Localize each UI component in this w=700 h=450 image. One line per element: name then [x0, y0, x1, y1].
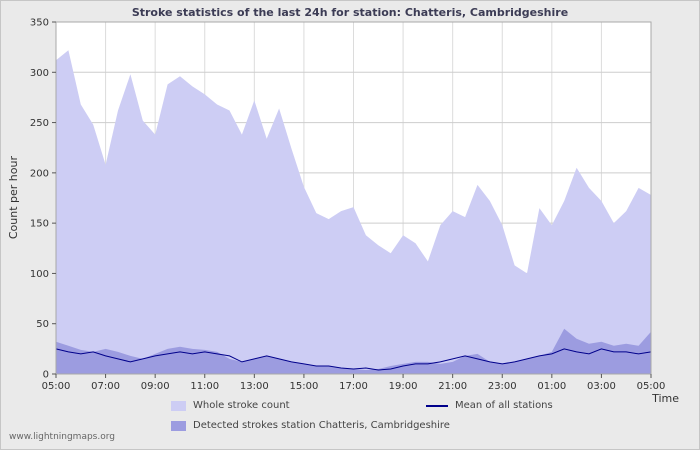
legend-swatch-whole-stroke-count — [171, 400, 186, 411]
svg-text:01:00: 01:00 — [537, 381, 566, 392]
svg-text:05:00: 05:00 — [637, 381, 666, 392]
legend-item-mean-of-all-stations: Mean of all stations — [426, 400, 553, 411]
legend-label-mean-of-all-stations: Mean of all stations — [455, 400, 553, 411]
legend-swatch-detected-strokes — [171, 420, 186, 431]
legend-label-detected-strokes: Detected strokes station Chatteris, Camb… — [193, 420, 450, 431]
site-watermark: www.lightningmaps.org — [9, 432, 115, 442]
svg-text:13:00: 13:00 — [240, 381, 269, 392]
svg-text:50: 50 — [36, 319, 49, 330]
svg-text:11:00: 11:00 — [190, 381, 219, 392]
svg-text:150: 150 — [30, 219, 49, 230]
svg-text:350: 350 — [30, 18, 49, 29]
svg-text:23:00: 23:00 — [488, 381, 517, 392]
svg-text:21:00: 21:00 — [438, 381, 467, 392]
legend-line-mean-of-all-stations — [426, 404, 448, 407]
svg-text:250: 250 — [30, 118, 49, 129]
svg-text:0: 0 — [43, 370, 49, 381]
chart-title: Stroke statistics of the last 24h for st… — [131, 6, 569, 19]
svg-text:300: 300 — [30, 68, 49, 79]
svg-text:09:00: 09:00 — [141, 381, 170, 392]
svg-text:17:00: 17:00 — [339, 381, 368, 392]
svg-text:05:00: 05:00 — [42, 381, 71, 392]
svg-text:03:00: 03:00 — [587, 381, 616, 392]
legend-item-detected-strokes: Detected strokes station Chatteris, Camb… — [171, 420, 450, 431]
svg-text:15:00: 15:00 — [290, 381, 319, 392]
svg-text:100: 100 — [30, 269, 49, 280]
svg-text:07:00: 07:00 — [91, 381, 120, 392]
x-axis-label: Time — [652, 392, 679, 405]
legend-label-whole-stroke-count: Whole stroke count — [193, 400, 290, 411]
legend-item-whole-stroke-count: Whole stroke count — [171, 400, 290, 411]
svg-text:19:00: 19:00 — [389, 381, 418, 392]
y-axis-label: Count per hour — [7, 156, 20, 240]
svg-text:200: 200 — [30, 168, 49, 179]
